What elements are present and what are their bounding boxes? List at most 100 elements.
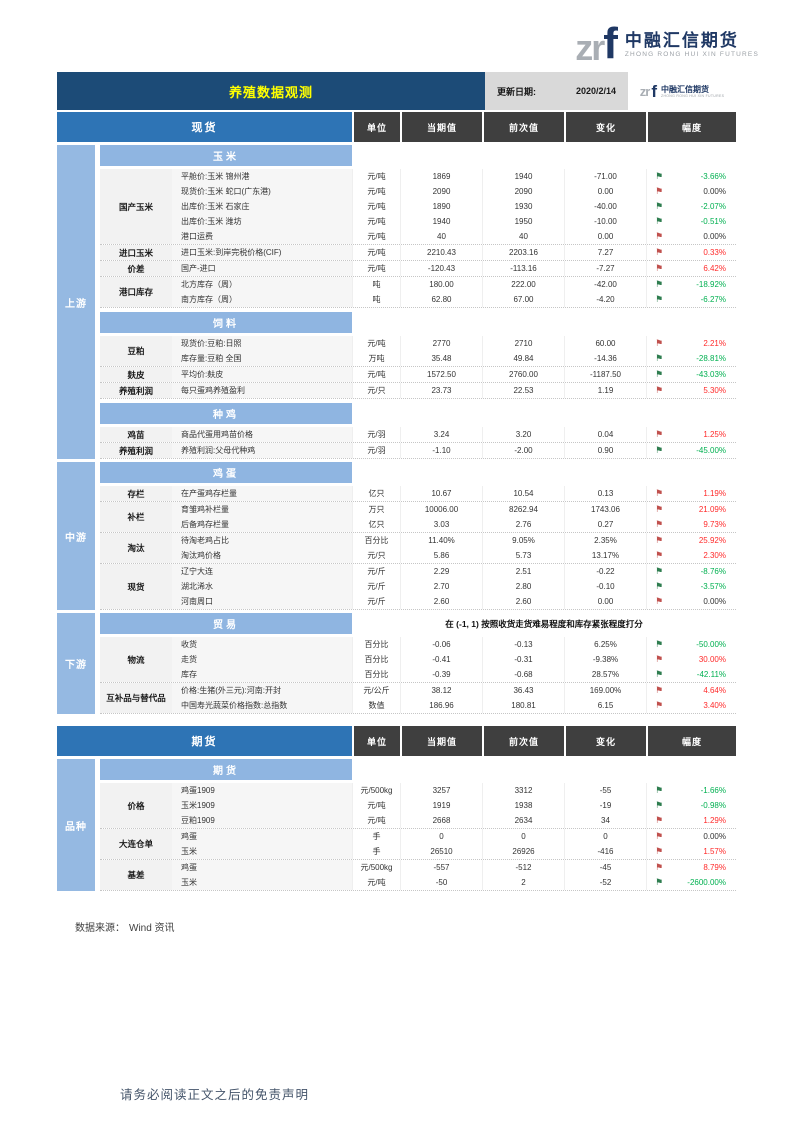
pct-cell: ⚑ 1.25% xyxy=(646,427,736,442)
column-header-cell: 幅度 xyxy=(646,726,736,756)
group-data-rows: 北方库存（周）吨 180.00 222.00 -42.00 ⚑ -18.92% 南方库存（周… xyxy=(172,277,736,307)
pct-value: -3.57% xyxy=(700,582,726,591)
current-value-cell: -50 xyxy=(400,875,482,890)
group-label-cell: 进口玉米 xyxy=(100,245,172,260)
change-value-cell: 0.00 xyxy=(564,229,646,244)
data-row: 出库价:玉米 石家庄 元/吨 1890 1930 -40.00 ⚑ -2.07% xyxy=(172,199,736,214)
indicator-cell: 中国寿光蔬菜价格指数:总指数 xyxy=(172,698,352,713)
data-row: 待淘老鸡占比 百分比 11.40% 9.05% 2.35% ⚑ 25.92% xyxy=(172,533,736,548)
band-sections: 鸡蛋 存栏 在产蛋鸡存栏量 亿只 10.67 10.54 0.13 ⚑ 1.19% 补栏 育雏鸡补栏… xyxy=(100,462,736,610)
trend-flag-icon: ⚑ xyxy=(655,445,664,455)
pct-cell: ⚑ -6.27% xyxy=(646,292,736,307)
previous-value-cell: 2760.00 xyxy=(482,367,564,382)
trend-flag-icon: ⚑ xyxy=(655,846,664,856)
previous-value-cell: 2634 xyxy=(482,813,564,828)
unit-cell: 数值 xyxy=(352,698,400,713)
indicator-cell: 玉米1909 xyxy=(172,798,352,813)
table-header-row: 期货 单位 当期值 前次值 变化 幅度 xyxy=(57,726,736,756)
data-row: 鸡蛋手 0 0 0 ⚑ 0.00% xyxy=(172,829,736,844)
unit-cell: 元/吨 xyxy=(352,336,400,351)
unit-cell: 元/只 xyxy=(352,548,400,563)
side-band: 中游 鸡蛋 存栏 在产蛋鸡存栏量 亿只 10.67 10.54 0.13 ⚑ 1.19% 补栏 育雏鸡… xyxy=(57,462,736,610)
change-value-cell: -9.38% xyxy=(564,652,646,667)
unit-cell: 万吨 xyxy=(352,351,400,366)
pct-cell: ⚑ -50.00% xyxy=(646,637,736,652)
trend-flag-icon: ⚑ xyxy=(655,862,664,872)
side-band: 上游 玉米 国产玉米 平舱价:玉米 锦州港 元/吨 1869 1940 -71.00 ⚑ -3.6… xyxy=(57,145,736,459)
company-name-block: 中融汇信期货 ZHONG RONG HUI XIN FUTURES xyxy=(625,31,759,58)
group-row: 物流 收货 百分比 -0.06 -0.13 6.25% ⚑ -50.00% 走货 百分比 -0.41… xyxy=(100,637,736,682)
previous-value-cell: -512 xyxy=(482,860,564,875)
pct-cell: ⚑ 8.79% xyxy=(646,860,736,875)
group-row: 淘汰 待淘老鸡占比 百分比 11.40% 9.05% 2.35% ⚑ 25.92% 淘汰鸡价格元… xyxy=(100,532,736,563)
group-label-cell: 存栏 xyxy=(100,486,172,501)
change-value-cell: -40.00 xyxy=(564,199,646,214)
group-data-rows: 鸡蛋1909 元/500kg 3257 3312 -55 ⚑ -1.66% 玉米1909 元/吨… xyxy=(172,783,736,828)
trend-flag-icon: ⚑ xyxy=(655,488,664,498)
trend-flag-icon: ⚑ xyxy=(655,353,664,363)
group-row: 价差 国产-进口 元/吨 -120.43 -113.16 -7.27 ⚑ 6.42% xyxy=(100,260,736,276)
current-value-cell: -0.41 xyxy=(400,652,482,667)
indicator-cell: 北方库存（周） xyxy=(172,277,352,292)
pct-value: 0.00% xyxy=(703,597,726,606)
trend-flag-icon: ⚑ xyxy=(655,504,664,514)
current-value-cell: 1869 xyxy=(400,169,482,184)
indicator-cell: 出库价:玉米 石家庄 xyxy=(172,199,352,214)
change-value-cell: -71.00 xyxy=(564,169,646,184)
pct-value: 0.00% xyxy=(703,187,726,196)
pct-cell: ⚑ 0.00% xyxy=(646,229,736,244)
section: 贸易在 (-1, 1) 按照收货走货难易程度和库存紧张程度打分 物流 收货 百分比 -0… xyxy=(100,613,736,714)
group-row: 麸皮 平均价:麸皮 元/吨 1572.50 2760.00 -1187.50 ⚑ -43.03… xyxy=(100,366,736,382)
previous-value-cell: 26926 xyxy=(482,844,564,859)
previous-value-cell: -113.16 xyxy=(482,261,564,276)
change-value-cell: 13.17% xyxy=(564,548,646,563)
previous-value-cell: 1940 xyxy=(482,169,564,184)
indicator-cell: 进口玉米:到岸完税价格(CIF) xyxy=(172,245,352,260)
group-data-rows: 鸡蛋手 0 0 0 ⚑ 0.00% 玉米手 26510 26926 -416 ⚑ 1.57% xyxy=(172,829,736,859)
data-row: 后备鸡存栏量 亿只 3.03 2.76 0.27 ⚑ 9.73% xyxy=(172,517,736,532)
data-row: 进口玉米:到岸完税价格(CIF) 元/吨 2210.43 2203.16 7.27 ⚑ 0.… xyxy=(172,245,736,260)
group-label-cell: 港口库存 xyxy=(100,277,172,307)
group-data-rows: 辽宁大连 元/斤 2.29 2.51 -0.22 ⚑ -8.76% 湖北浠水 元/斤 2.70 2.… xyxy=(172,564,736,609)
current-value-cell: -557 xyxy=(400,860,482,875)
trend-flag-icon: ⚑ xyxy=(655,654,664,664)
pct-value: -28.81% xyxy=(696,354,726,363)
table-header-row: 现货 单位 当期值 前次值 变化 幅度 xyxy=(57,112,736,142)
trend-flag-icon: ⚑ xyxy=(655,294,664,304)
data-row: 走货 百分比 -0.41 -0.31 -9.38% ⚑ 30.00% xyxy=(172,652,736,667)
group-data-rows: 待淘老鸡占比 百分比 11.40% 9.05% 2.35% ⚑ 25.92% 淘汰鸡价格 元/只… xyxy=(172,533,736,563)
previous-value-cell: 2710 xyxy=(482,336,564,351)
group-row: 互补品与替代品 价格:生猪(外三元):河南:开封 元/公斤 38.12 36.43 169… xyxy=(100,682,736,714)
indicator-cell: 南方库存（周） xyxy=(172,292,352,307)
current-value-cell: 1572.50 xyxy=(400,367,482,382)
indicator-cell: 出库价:玉米 潍坊 xyxy=(172,214,352,229)
data-row: 库存量:豆粕 全国 万吨 35.48 49.84 -14.36 ⚑ -28.81% xyxy=(172,351,736,366)
pct-value: 0.00% xyxy=(703,232,726,241)
trend-flag-icon: ⚑ xyxy=(655,429,664,439)
section-header: 种鸡 xyxy=(100,403,352,424)
group-row: 价格 鸡蛋1909 元/500kg 3257 3312 -55 ⚑ -1.66% 玉米1909 元… xyxy=(100,783,736,828)
unit-cell: 元/羽 xyxy=(352,443,400,458)
update-date-value: 2020/2/14 xyxy=(575,86,616,96)
report-title-row: 养殖数据观测 更新日期: 2020/2/14 zr f 中融汇信期货 ZHONG … xyxy=(57,72,736,110)
group-data-rows: 收货 百分比 -0.06 -0.13 6.25% ⚑ -50.00% 走货 百分比 -0.41 -0… xyxy=(172,637,736,682)
group-label-cell: 物流 xyxy=(100,637,172,682)
column-header-cell: 当期值 xyxy=(400,112,482,142)
group-row: 大连仓单 鸡蛋手 0 0 0 ⚑ 0.00% 玉米手 26510 26926 -416 ⚑ 1.57% xyxy=(100,828,736,859)
company-name-en: ZHONG RONG HUI XIN FUTURES xyxy=(624,51,759,58)
pct-cell: ⚑ -45.00% xyxy=(646,443,736,458)
change-value-cell: 0.27 xyxy=(564,517,646,532)
group-data-rows: 平均价:麸皮 元/吨 1572.50 2760.00 -1187.50 ⚑ -43.03% xyxy=(172,367,736,382)
pct-value: -0.98% xyxy=(700,801,726,810)
unit-cell: 手 xyxy=(352,829,400,844)
trend-flag-icon: ⚑ xyxy=(655,877,664,887)
indicator-cell: 现货价:豆粕:日照 xyxy=(172,336,352,351)
current-value-cell: 2.60 xyxy=(400,594,482,609)
data-row: 商品代蛋用鸡苗价格 元/羽 3.24 3.20 0.04 ⚑ 1.25% xyxy=(172,427,736,442)
group-data-rows: 平舱价:玉米 锦州港 元/吨 1869 1940 -71.00 ⚑ -3.66% 现货价:玉米… xyxy=(172,169,736,244)
current-value-cell: 35.48 xyxy=(400,351,482,366)
trend-flag-icon: ⚑ xyxy=(655,171,664,181)
column-header-cell: 当期值 xyxy=(400,726,482,756)
unit-cell: 元/500kg xyxy=(352,860,400,875)
current-value-cell: -0.06 xyxy=(400,637,482,652)
